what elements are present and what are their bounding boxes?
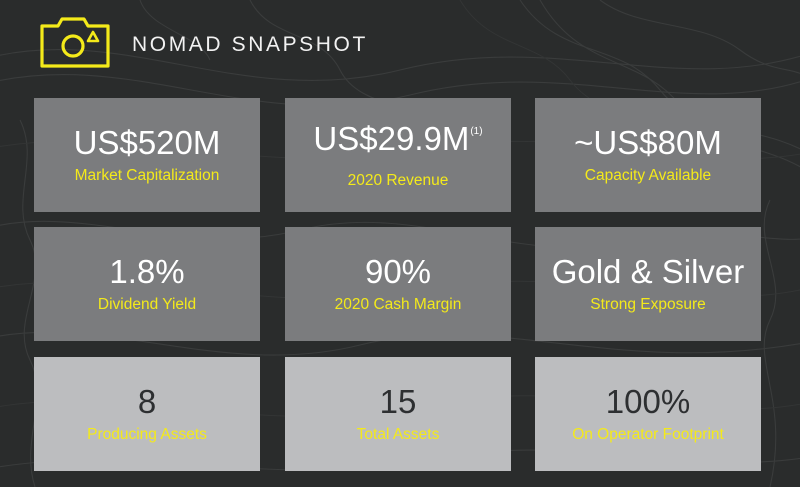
stat-tile-exposure: Gold & Silver Strong Exposure xyxy=(535,227,761,341)
footnote-marker: (1) xyxy=(470,125,483,137)
stat-tile-market-cap: US$520M Market Capitalization xyxy=(34,98,260,212)
stat-value: 1.8% xyxy=(109,253,185,290)
stat-value: Gold & Silver xyxy=(551,253,745,290)
stat-value: 90% xyxy=(364,253,432,290)
stat-label: Total Assets xyxy=(356,426,440,443)
stat-label: Strong Exposure xyxy=(590,296,706,313)
header: NOMAD SNAPSHOT xyxy=(38,14,368,70)
page-title: NOMAD SNAPSHOT xyxy=(132,33,368,56)
stat-label: 2020 Cash Margin xyxy=(334,296,462,313)
stat-label: Market Capitalization xyxy=(74,167,220,184)
stat-label: Capacity Available xyxy=(584,167,712,184)
stat-tile-cash-margin: 90% 2020 Cash Margin xyxy=(285,227,511,341)
stat-tile-operator-footprint: 100% On Operator Footprint xyxy=(535,357,761,471)
stat-tile-producing-assets: 8 Producing Assets xyxy=(34,357,260,471)
stat-label: On Operator Footprint xyxy=(572,426,724,443)
stat-label: Dividend Yield xyxy=(97,296,197,313)
stat-value: 8 xyxy=(137,383,157,420)
stat-tile-dividend: 1.8% Dividend Yield xyxy=(34,227,260,341)
stat-value: 100% xyxy=(605,383,691,420)
stat-value: 15 xyxy=(379,383,417,420)
stat-tile-capacity: ~US$80M Capacity Available xyxy=(535,98,761,212)
stat-value: ~US$80M xyxy=(574,124,722,161)
stat-value: US$29.9M(1) xyxy=(313,119,483,157)
camera-icon xyxy=(40,17,110,68)
stat-label: Producing Assets xyxy=(87,426,207,443)
stat-tile-total-assets: 15 Total Assets xyxy=(285,357,511,471)
stat-label: 2020 Revenue xyxy=(347,171,449,189)
stat-tile-revenue: US$29.9M(1) 2020 Revenue xyxy=(285,98,511,212)
stat-value: US$520M xyxy=(73,124,221,161)
